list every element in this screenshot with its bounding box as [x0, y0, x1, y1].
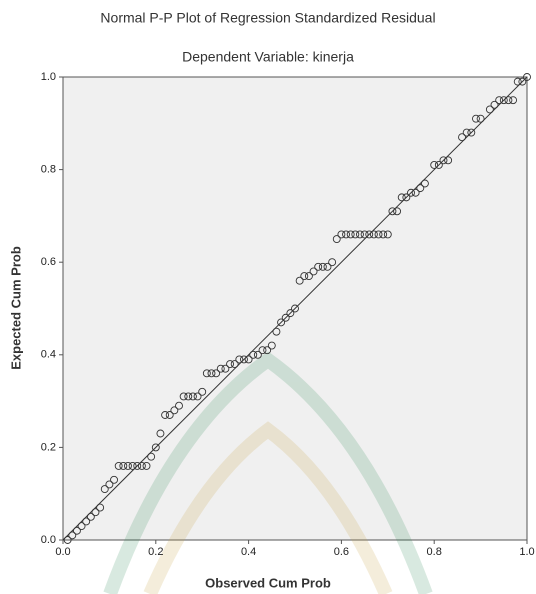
y-axis-title: Expected Cum Prob	[8, 246, 23, 370]
y-tick-label: 0.4	[41, 349, 56, 361]
y-tick-label: 0.0	[41, 534, 56, 546]
y-tick-label: 0.8	[41, 164, 56, 176]
x-axis-title: Observed Cum Prob	[205, 575, 331, 590]
y-tick-label: 0.6	[41, 256, 56, 268]
y-tick-label: 1.0	[41, 71, 56, 83]
x-tick-label: 0.6	[334, 546, 349, 558]
x-tick-label: 0.4	[241, 546, 256, 558]
chart-subtitle: Dependent Variable: kinerja	[182, 49, 354, 65]
x-tick-label: 1.0	[519, 546, 534, 558]
x-tick-label: 0.8	[427, 546, 442, 558]
chart: Normal P-P Plot of Regression Standardiz…	[0, 0, 536, 594]
y-tick-label: 0.2	[41, 441, 56, 453]
x-tick-label: 0.0	[55, 546, 70, 558]
x-tick-label: 0.2	[148, 546, 163, 558]
chart-title: Normal P-P Plot of Regression Standardiz…	[100, 10, 435, 26]
